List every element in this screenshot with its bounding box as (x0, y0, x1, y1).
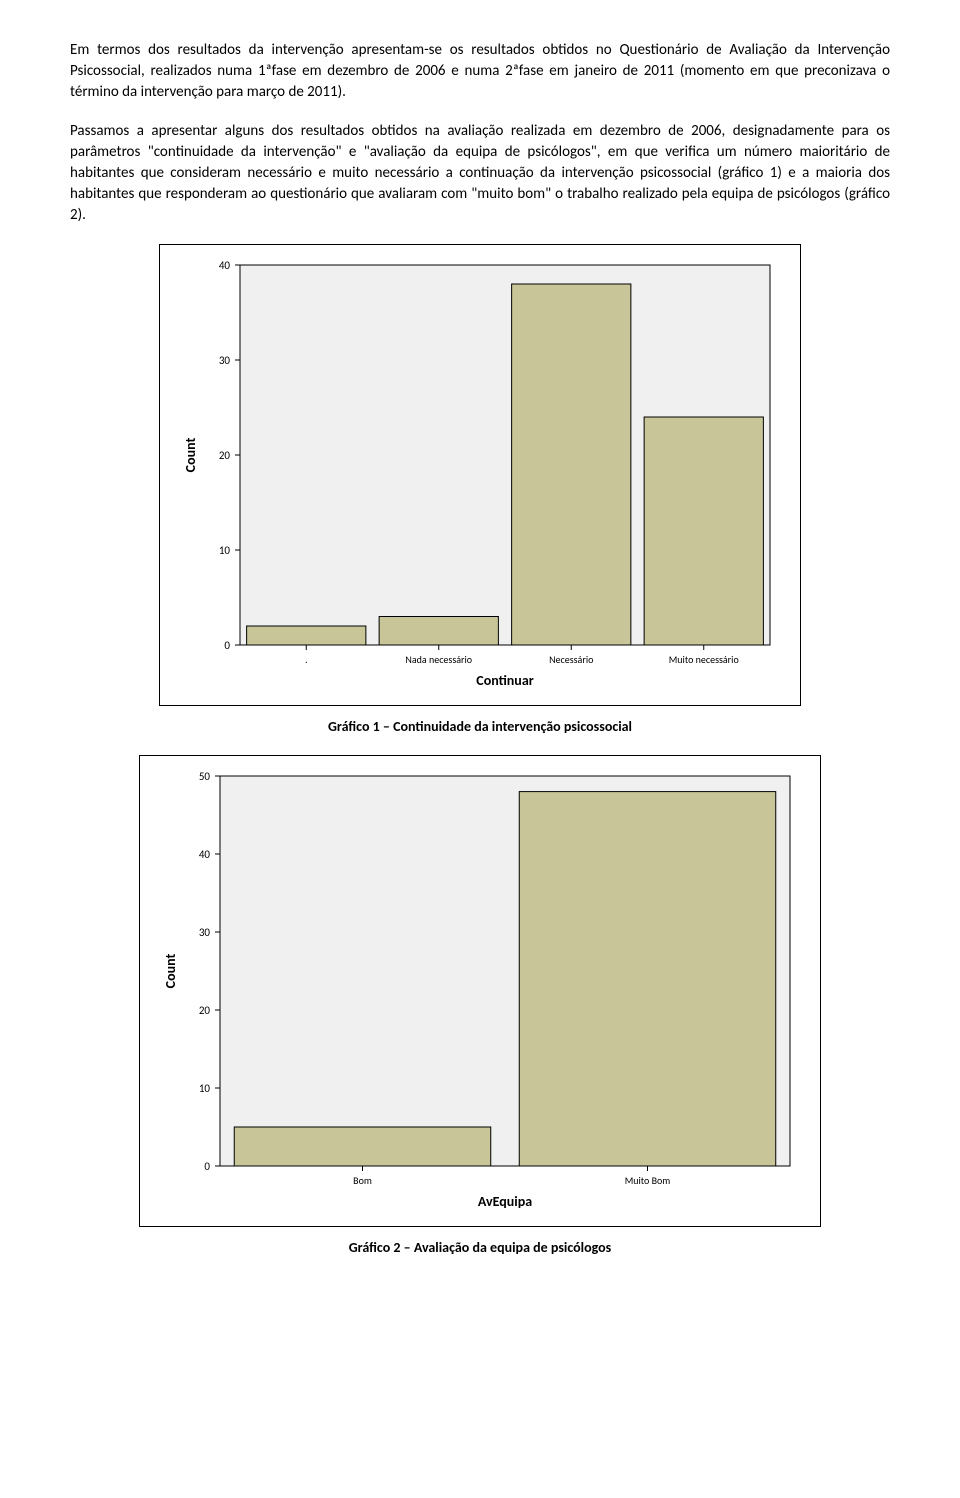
svg-text:10: 10 (219, 544, 231, 557)
svg-text:20: 20 (219, 449, 231, 462)
svg-text:Necessário: Necessário (549, 653, 593, 666)
svg-text:Nada necessário: Nada necessário (405, 653, 472, 666)
chart-1-svg: 0 10 20 30 40. Nada necessário Necessário Muito… (160, 245, 800, 705)
svg-text:Muito necessário: Muito necessário (669, 653, 739, 666)
chart-1-container: 0 10 20 30 40. Nada necessário Necessário Muito… (70, 244, 890, 755)
svg-text:.: . (305, 653, 308, 666)
intro-paragraph-2: Passamos a apresentar alguns dos resulta… (70, 121, 890, 226)
intro-paragraph-1: Em termos dos resultados da intervenção … (70, 40, 890, 103)
svg-text:30: 30 (199, 926, 211, 939)
svg-text:Count: Count (182, 438, 199, 473)
chart-1-box: 0 10 20 30 40. Nada necessário Necessário Muito… (159, 244, 801, 706)
svg-text:50: 50 (199, 770, 211, 783)
svg-text:10: 10 (199, 1082, 211, 1095)
chart-2-container: 0 10 20 30 40 50 Bom Muito Bom Count AvEquipa Grá… (70, 755, 890, 1276)
svg-text:40: 40 (199, 848, 211, 861)
svg-text:40: 40 (219, 259, 231, 272)
svg-text:AvEquipa: AvEquipa (478, 1193, 532, 1210)
svg-text:0: 0 (204, 1160, 210, 1173)
svg-text:Muito Bom: Muito Bom (625, 1174, 671, 1187)
svg-text:Continuar: Continuar (476, 672, 533, 689)
svg-text:0: 0 (224, 639, 230, 652)
svg-text:Bom: Bom (353, 1174, 372, 1187)
svg-text:Count: Count (162, 954, 179, 989)
svg-text:30: 30 (219, 354, 231, 367)
chart-2-caption: Gráfico 2 – Avaliação da equipa de psicó… (349, 1239, 611, 1256)
svg-text:20: 20 (199, 1004, 211, 1017)
chart-1-caption: Gráfico 1 – Continuidade da intervenção … (328, 718, 632, 735)
chart-2-box: 0 10 20 30 40 50 Bom Muito Bom Count AvEquipa (139, 755, 821, 1227)
chart-2-svg: 0 10 20 30 40 50 Bom Muito Bom Count AvEquipa (140, 756, 820, 1226)
